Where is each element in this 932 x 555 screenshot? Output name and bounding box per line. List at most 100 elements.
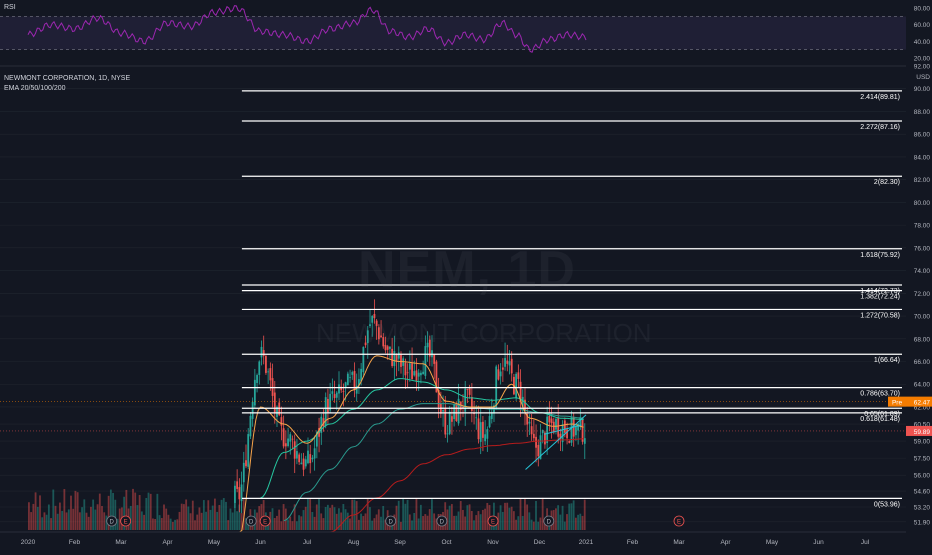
volume-bar	[92, 499, 95, 530]
candle-body	[291, 438, 294, 440]
candle-body	[539, 435, 542, 460]
volume-bar	[411, 520, 413, 530]
volume-bar	[245, 518, 247, 530]
rsi-line	[27, 5, 587, 53]
volume-bar	[50, 518, 52, 530]
volume-bar	[211, 505, 214, 530]
candle-body	[364, 342, 367, 346]
volume-bar	[36, 506, 39, 530]
volume-bar	[333, 507, 336, 530]
volume-bar	[329, 507, 331, 530]
candle-body	[307, 450, 309, 464]
volume-bar	[202, 500, 205, 530]
volume-bar	[373, 518, 376, 530]
volume-bar	[32, 503, 35, 530]
candle-body	[535, 436, 537, 448]
volume-bar	[477, 511, 480, 530]
candle-body	[284, 443, 287, 447]
candle-body	[373, 313, 376, 319]
candle-body	[515, 373, 518, 398]
candle-body	[464, 388, 467, 412]
time-tick-label: Feb	[627, 539, 639, 546]
rsi-tick-label: 80.00	[914, 6, 931, 13]
price-badge-value: 59.89	[914, 429, 931, 436]
price-badge-bg	[906, 425, 932, 436]
symbol-title[interactable]: NEWMONT CORPORATION, 1D, NYSE	[4, 75, 131, 82]
volume-bar	[43, 512, 46, 530]
trendline	[544, 424, 582, 435]
volume-bar	[400, 521, 402, 530]
volume-bar	[72, 508, 75, 530]
volume-bar	[94, 509, 97, 530]
price-tick-label: 80.00	[914, 200, 931, 207]
candle-body	[488, 416, 491, 428]
volume-bar	[572, 500, 575, 530]
event-marker-label: D	[440, 519, 445, 525]
event-marker	[487, 515, 499, 527]
volume-bar	[109, 489, 112, 530]
volume-bar	[132, 488, 134, 530]
candle-body	[499, 371, 502, 377]
indicator-label[interactable]: EMA 20/50/100/200	[4, 85, 66, 92]
volume-bar	[510, 506, 513, 530]
volume-bar	[453, 515, 455, 530]
volume-bar	[322, 518, 325, 530]
volume-bar	[302, 510, 305, 530]
price-badge-bg	[906, 396, 932, 407]
volume-bar	[307, 499, 309, 530]
volume-bar	[189, 513, 192, 530]
candle-body	[340, 386, 343, 391]
candle-body	[541, 430, 544, 434]
volume-bar	[384, 519, 387, 530]
volume-bar	[484, 508, 486, 530]
candle-body	[382, 337, 385, 347]
price-tick-label: 64.00	[914, 382, 931, 389]
candle-body	[362, 346, 365, 373]
time-tick-label: Jun	[255, 539, 266, 546]
event-marker	[385, 515, 397, 527]
currency-label: USD	[916, 74, 930, 81]
volume-bar	[535, 500, 537, 530]
volume-bar	[579, 513, 582, 530]
volume-bar	[56, 513, 59, 530]
volume-bar	[417, 518, 420, 530]
candle-body	[304, 459, 307, 467]
volume-bar	[41, 517, 44, 530]
volume-bar	[209, 509, 212, 530]
volume-bar	[260, 504, 263, 530]
fib-level-label: 2(82.30)	[874, 179, 900, 186]
candle-body	[256, 375, 258, 383]
candle-body	[466, 389, 469, 390]
volume-bar	[369, 507, 371, 530]
volume-bar	[404, 503, 407, 530]
volume-bar	[506, 502, 509, 530]
candle-body	[375, 320, 378, 326]
volume-bar	[349, 518, 351, 530]
event-marker	[106, 515, 118, 527]
volume-bar	[475, 515, 478, 530]
volume-bar	[39, 495, 41, 530]
price-tick-label: 60.50	[914, 422, 931, 429]
price-tick-label: 56.00	[914, 473, 931, 480]
volume-bar	[428, 509, 431, 530]
candle-body	[566, 429, 568, 439]
volume-bar	[273, 518, 276, 530]
candle-body	[331, 391, 334, 394]
volume-bar	[28, 502, 30, 530]
price-tick-label: 78.00	[914, 223, 931, 230]
volume-bar	[433, 513, 436, 530]
volume-bar	[107, 495, 110, 530]
badge-tag-label: Pre	[892, 400, 903, 407]
price-tick-label: 51.90	[914, 519, 931, 526]
candle-body	[442, 410, 444, 412]
time-tick-label: Dec	[534, 539, 546, 546]
price-tick-label: 82.00	[914, 177, 931, 184]
volume-bar	[504, 502, 506, 530]
candle-body	[508, 361, 511, 366]
rsi-tick-label: 60.00	[914, 22, 931, 29]
volume-bar	[187, 506, 190, 530]
price-tick-label: 70.00	[914, 314, 931, 321]
volume-bar	[138, 495, 141, 530]
